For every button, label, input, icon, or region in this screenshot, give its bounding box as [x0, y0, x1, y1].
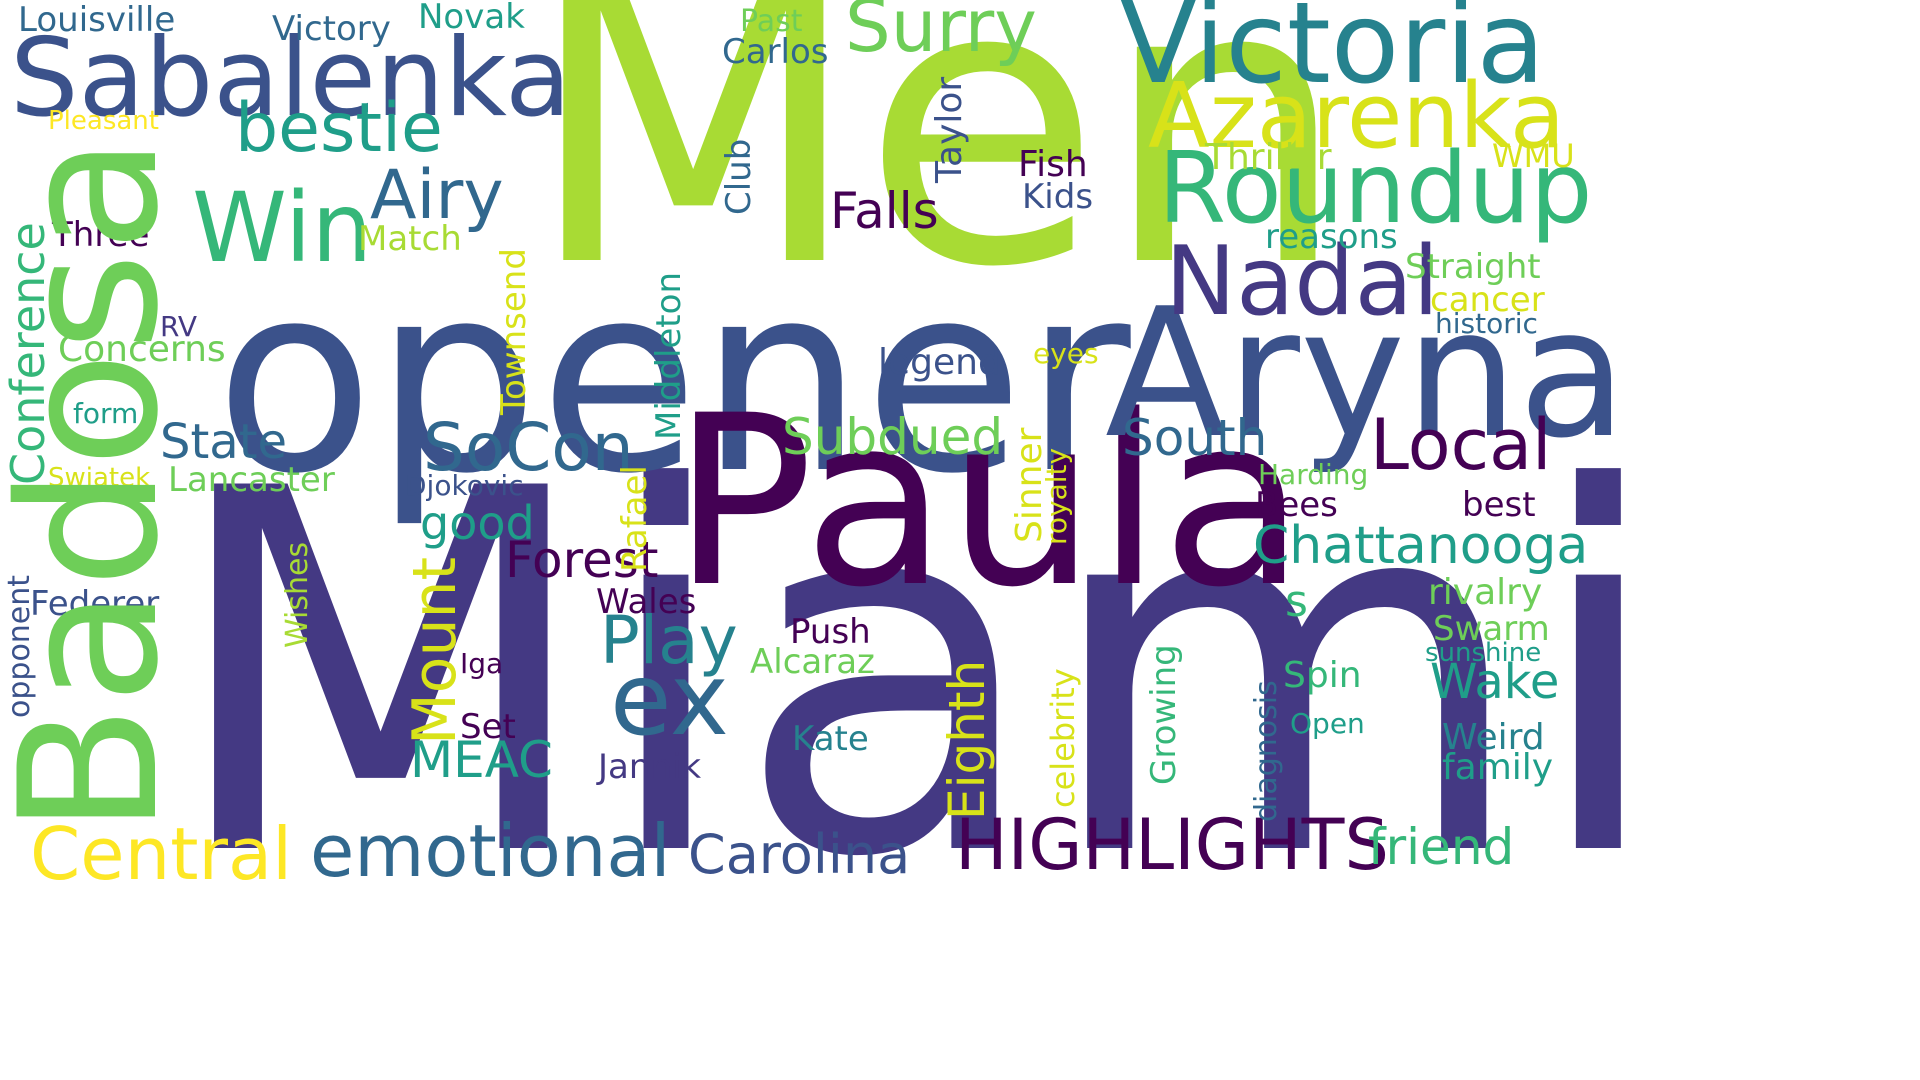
- word-bestie: bestie: [235, 89, 443, 168]
- word-spin: Spin: [1283, 655, 1362, 696]
- word-cancer: cancer: [1430, 280, 1545, 320]
- word-middleton: Middleton: [649, 272, 689, 440]
- word-sunshine: sunshine: [1425, 638, 1542, 668]
- word-diagnosis: diagnosis: [1249, 680, 1284, 822]
- word-set: Set: [460, 707, 516, 747]
- word-mount: Mount: [400, 556, 470, 745]
- word-paula: Paula: [672, 366, 1306, 639]
- word-nadal: Nadal: [1165, 227, 1440, 337]
- word-thriller: Thriller: [1205, 137, 1332, 178]
- word-socon: SoCon: [423, 409, 634, 486]
- word-bees: Bees: [1255, 485, 1338, 525]
- word-friend: friend: [1368, 818, 1515, 876]
- word-jannik: Jannik: [598, 747, 702, 787]
- word-concerns: Concerns: [58, 329, 226, 370]
- word-form: form: [73, 397, 139, 430]
- word-highlights: HIGHLIGHTS: [955, 804, 1389, 886]
- word-alcaraz: Alcaraz: [750, 642, 875, 682]
- word-opener: opener: [215, 229, 1131, 531]
- word-chattanooga: Chattanooga: [1253, 516, 1589, 576]
- word-wmu: WMU: [1492, 137, 1575, 175]
- word-central: Central: [30, 812, 293, 896]
- word-harding: Harding: [1258, 458, 1369, 491]
- word-townsend: Townsend: [494, 248, 534, 415]
- word-forest: Forest: [505, 531, 659, 589]
- word-djokovic: Djokovic: [405, 469, 524, 502]
- word-wake: Wake: [1430, 654, 1560, 710]
- word-subdued: Subdued: [782, 408, 1004, 466]
- word-kate: Kate: [792, 719, 869, 759]
- word-rafael: Rafael: [615, 465, 655, 572]
- word-pleasant: Pleasant: [48, 106, 159, 136]
- word-opponent: opponent: [2, 574, 37, 718]
- word-open: Open: [1290, 707, 1365, 740]
- word-growing: Growing: [1144, 644, 1184, 785]
- word-family: family: [1442, 747, 1554, 788]
- word-eighth: Eighth: [938, 659, 996, 820]
- word-swarm: Swarm: [1433, 609, 1550, 649]
- word-taylor: Taylor: [929, 76, 970, 183]
- word-past: Past: [740, 4, 803, 39]
- word-eyes: eyes: [1033, 337, 1099, 370]
- word-meac: MEAC: [410, 731, 553, 789]
- word-sabalenka: Sabalenka: [10, 16, 572, 141]
- word-push: Push: [790, 612, 871, 652]
- word-best: best: [1462, 485, 1536, 525]
- word-lancaster: Lancaster: [168, 460, 335, 500]
- word-wishes: Wishes: [280, 541, 315, 648]
- word-iga: Iga: [460, 647, 504, 680]
- word-falls: Falls: [830, 182, 939, 240]
- word-reasons: reasons: [1265, 217, 1398, 257]
- word-fish: Fish: [1018, 144, 1088, 185]
- word-celebrity: celebrity: [1044, 668, 1082, 808]
- word-victory: Victory: [272, 9, 391, 49]
- word-weird: Weird: [1442, 717, 1545, 758]
- word-men: Men: [525, 0, 1349, 352]
- word-club: Club: [719, 138, 759, 215]
- word-louisville: Louisville: [18, 0, 176, 40]
- word-kids: Kids: [1022, 177, 1094, 217]
- word-azarenka: Azarenka: [1148, 64, 1566, 169]
- word-victoria: Victoria: [1120, 0, 1546, 109]
- word-federer: Federer: [30, 584, 160, 624]
- word-three: Three: [52, 215, 150, 255]
- word-south: South: [1122, 409, 1268, 467]
- word-aryna: Aryna: [1105, 270, 1628, 477]
- word-straight: Straight: [1405, 247, 1541, 287]
- word-state: State: [160, 414, 288, 470]
- word-ex: ex: [610, 641, 729, 758]
- word-win: Win: [192, 172, 373, 284]
- word-match: Match: [358, 219, 462, 259]
- word-surry: Surry: [845, 0, 1037, 68]
- word-s: s: [1285, 576, 1308, 627]
- word-miami: Miami: [165, 384, 1668, 966]
- word-carlos: Carlos: [722, 32, 829, 72]
- word-good: good: [420, 496, 535, 550]
- word-local: Local: [1370, 404, 1552, 486]
- word-roundup: Roundup: [1158, 132, 1593, 246]
- word-swiatek: Swiatek: [48, 463, 151, 493]
- word-carolina: Carolina: [688, 823, 911, 886]
- word-conference: Conference: [1, 222, 55, 485]
- word-airy: Airy: [370, 156, 504, 235]
- word-wales: Wales: [596, 582, 697, 622]
- word-royalty: royalty: [1040, 447, 1073, 545]
- word-novak: Novak: [418, 0, 525, 37]
- word-historic: historic: [1435, 307, 1538, 340]
- word-legend: legend: [878, 342, 1001, 383]
- word-rv: RV: [160, 310, 198, 343]
- word-emotional: emotional: [310, 809, 671, 893]
- word-play: Play: [600, 602, 738, 679]
- word-rivalry: rivalry: [1428, 572, 1543, 613]
